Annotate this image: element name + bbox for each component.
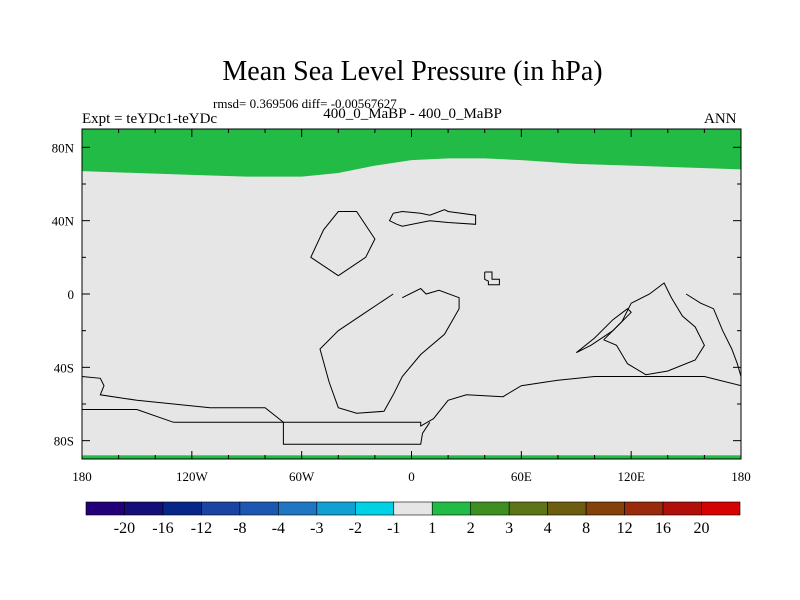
colorbar-label: -1: [387, 520, 400, 537]
colorbar-label: 8: [582, 520, 590, 537]
colorbar-box-16: [701, 501, 741, 516]
y-tick-label: 80S: [54, 434, 74, 449]
x-tick-label: 60W: [289, 469, 315, 484]
colorbar-label: 20: [694, 520, 710, 537]
colorbar-box-11: [508, 501, 548, 516]
y-tick-label: 0: [68, 287, 75, 302]
colorbar-box-3: [201, 501, 241, 516]
colorbar-label: -2: [349, 520, 362, 537]
colorbar-box-0: [85, 501, 125, 516]
positive-anomaly-region-north: [82, 129, 741, 177]
coastline-8: [685, 293, 741, 377]
colorbar-box-7: [354, 501, 395, 516]
stats-label: rmsd= 0.369506 diff= -0.00567627: [213, 96, 397, 111]
chart-title: Mean Sea Level Pressure (in hPa): [222, 56, 603, 87]
coastline-3: [310, 211, 376, 277]
colorbar-label: -4: [272, 520, 285, 537]
colorbar-label: 3: [505, 520, 513, 537]
coastline-5: [484, 271, 500, 286]
coastline-1: [82, 409, 431, 445]
y-tick-label: 40S: [54, 360, 74, 375]
colorbar-label: -3: [310, 520, 323, 537]
season-label: ANN: [704, 111, 737, 127]
x-tick-label: 180: [731, 469, 751, 484]
coastline-4: [388, 209, 477, 227]
experiment-label: Expt = teYDc1-teYDc: [82, 111, 218, 127]
colorbar-label: 1: [428, 520, 436, 537]
colorbar-label: -16: [152, 520, 173, 537]
y-tick-label: 40N: [52, 214, 75, 229]
coastline-7: [575, 308, 632, 354]
colorbar-box-8: [393, 501, 433, 516]
background-field: [82, 129, 741, 459]
colorbar-box-4: [239, 501, 279, 516]
coastline-6: [603, 282, 705, 376]
colorbar-box-14: [624, 501, 664, 516]
colorbar-box-5: [278, 501, 318, 516]
colorbar-label: 2: [467, 520, 475, 537]
colorbar-box-6: [316, 501, 356, 516]
colorbar-box-10: [470, 501, 510, 516]
x-tick-label: 60E: [511, 469, 532, 484]
case-label: 400_0_MaBP - 400_0_MaBP: [323, 106, 502, 122]
colorbar-label: 12: [617, 520, 633, 537]
colorbar-label: -12: [191, 520, 212, 537]
colorbar-box-12: [547, 501, 587, 516]
y-tick-label: 80N: [52, 140, 75, 155]
colorbar-box-9: [431, 501, 472, 516]
x-tick-label: 180: [72, 469, 92, 484]
x-tick-label: 0: [408, 469, 415, 484]
colorbar-box-1: [124, 501, 164, 516]
colorbar-box-2: [162, 501, 202, 516]
x-tick-label: 120W: [176, 469, 209, 484]
coastline-2: [319, 287, 460, 414]
colorbar-label: 4: [544, 520, 552, 537]
x-tick-label: 120E: [617, 469, 645, 484]
colorbar-label: -8: [233, 520, 246, 537]
colorbar-box-13: [585, 501, 625, 516]
coastline-0: [82, 376, 741, 427]
colorbar-label: -20: [114, 520, 135, 537]
colorbar-label: 16: [655, 520, 671, 537]
colorbar-box-15: [662, 501, 702, 516]
